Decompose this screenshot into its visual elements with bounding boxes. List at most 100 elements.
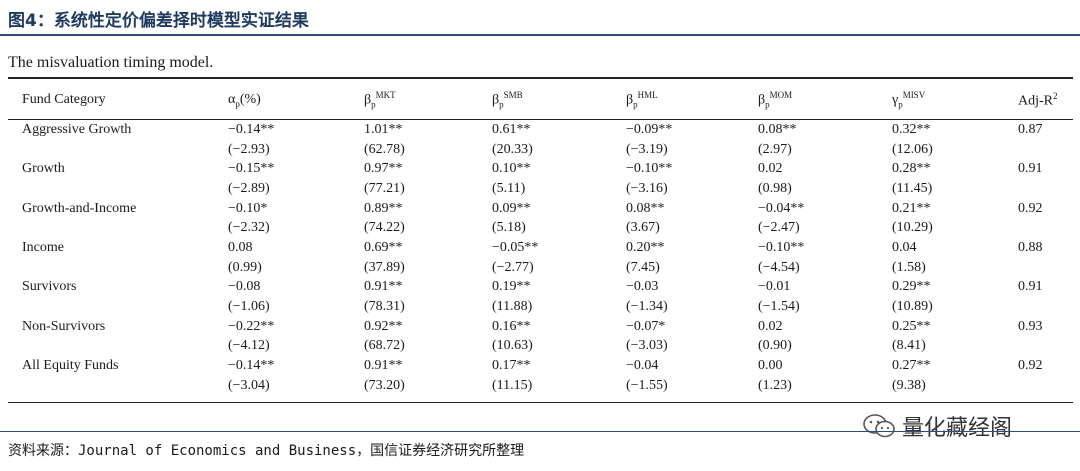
empty-cell (8, 179, 228, 199)
tstat-cell: (62.78) (364, 141, 405, 157)
table-top-rule (8, 77, 1073, 79)
header-rule (8, 119, 1073, 120)
coef-cell: 0.32** (892, 121, 931, 137)
coef-cell: 0.04 (892, 239, 917, 255)
table-row-coef: Income 0.08 0.69** −0.05** 0.20** −0.10** 0.04… (8, 238, 1073, 258)
fund-category-cell: Survivors (22, 279, 77, 295)
tstat-cell: (−4.54) (758, 259, 800, 275)
coef-cell: −0.01 (758, 279, 791, 295)
empty-cell (1018, 179, 1073, 199)
tstat-cell: (68.72) (364, 338, 405, 354)
tstat-cell: (−3.19) (626, 141, 668, 157)
results-table: Fund Category αp(%) βpMKT βpSMB βpHML βp… (8, 80, 1073, 396)
empty-cell (1018, 140, 1073, 160)
fund-category-cell: All Equity Funds (22, 358, 119, 374)
coef-cell: −0.07* (626, 318, 666, 334)
empty-cell (1018, 258, 1073, 278)
tstat-cell: (5.18) (492, 220, 526, 236)
coef-cell: −0.09** (626, 121, 673, 137)
tstat-cell: (−2.32) (228, 220, 270, 236)
coef-cell: −0.04** (758, 200, 805, 216)
coef-cell: 0.91** (364, 279, 403, 295)
tstat-cell: (0.99) (228, 259, 262, 275)
header-gamma-misv: γpMISV (892, 90, 926, 110)
coef-cell: −0.15** (228, 161, 275, 177)
tstat-cell: (−1.55) (626, 377, 668, 393)
coef-cell: 0.19** (492, 279, 531, 295)
tstat-cell: (1.58) (892, 259, 926, 275)
adj-r2-cell: 0.87 (1018, 121, 1043, 137)
coef-cell: −0.10** (626, 161, 673, 177)
tstat-cell: (−1.06) (228, 299, 270, 315)
tstat-cell: (10.63) (492, 338, 533, 354)
adj-r2-cell: 0.88 (1018, 239, 1043, 255)
coef-cell: −0.03 (626, 279, 659, 295)
tstat-cell: (78.31) (364, 299, 405, 315)
coef-cell: 0.89** (364, 200, 403, 216)
coef-cell: −0.10* (228, 200, 268, 216)
tstat-cell: (−2.77) (492, 259, 534, 275)
fund-category-cell: Income (22, 239, 64, 255)
table-row-tstat: (−2.93) (62.78) (20.33) (−3.19) (2.97) (12.06… (8, 140, 1073, 160)
fund-category-cell: Non-Survivors (22, 318, 106, 334)
header-beta-mom: βpMOM (758, 90, 793, 110)
table-row-tstat: (−2.32) (74.22) (5.18) (3.67) (−2.47) (10.29) (8, 218, 1073, 238)
coef-cell: 0.02 (758, 318, 783, 334)
coef-cell: 0.10** (492, 161, 531, 177)
header-row: Fund Category αp(%) βpMKT βpSMB βpHML βp… (8, 80, 1073, 120)
table-row-tstat: (−2.89) (77.21) (5.11) (−3.16) (0.98) (11.45) (8, 179, 1073, 199)
tstat-cell: (10.29) (892, 220, 933, 236)
tstat-cell: (−2.89) (228, 180, 270, 196)
adj-r2-cell: 0.91 (1018, 161, 1043, 177)
coef-cell: 0.69** (364, 239, 403, 255)
table-body: Aggressive Growth −0.14** 1.01** 0.61** −0.0… (8, 120, 1073, 396)
tstat-cell: (3.67) (626, 220, 660, 236)
tstat-cell: (−1.34) (626, 299, 668, 315)
tstat-cell: (11.15) (492, 377, 533, 393)
tstat-cell: (5.11) (492, 180, 526, 196)
tstat-cell: (−2.93) (228, 141, 270, 157)
coef-cell: −0.14** (228, 358, 275, 374)
fund-category-cell: Growth (22, 161, 65, 177)
tstat-cell: (−2.47) (758, 220, 800, 236)
coef-cell: −0.05** (492, 239, 539, 255)
coef-cell: 0.91** (364, 358, 403, 374)
coef-cell: 0.97** (364, 161, 403, 177)
header-beta-smb: βpSMB (492, 90, 523, 110)
coef-cell: 0.00 (758, 358, 783, 374)
empty-cell (8, 140, 228, 160)
coef-cell: 0.08 (228, 239, 253, 255)
coef-cell: 1.01** (364, 121, 403, 137)
coef-cell: 0.92** (364, 318, 403, 334)
header-beta-hml: βpHML (626, 90, 658, 110)
adj-r2-cell: 0.92 (1018, 358, 1043, 374)
source-rule (0, 431, 1080, 432)
coef-cell: 0.61** (492, 121, 531, 137)
coef-cell: −0.04 (626, 358, 659, 374)
table-row-tstat: (−4.12) (68.72) (10.63) (−3.03) (0.90) (8.41) (8, 337, 1073, 357)
header-alpha: αp(%) (228, 91, 261, 109)
tstat-cell: (12.06) (892, 141, 933, 157)
coef-cell: 0.27** (892, 358, 931, 374)
tstat-cell: (77.21) (364, 180, 405, 196)
tstat-cell: (2.97) (758, 141, 792, 157)
coef-cell: 0.28** (892, 161, 931, 177)
tstat-cell: (1.23) (758, 377, 792, 393)
table-row-coef: Aggressive Growth −0.14** 1.01** 0.61** −0.0… (8, 120, 1073, 140)
tstat-cell: (20.33) (492, 141, 533, 157)
empty-cell (8, 218, 228, 238)
table-row-coef: Non-Survivors −0.22** 0.92** 0.16** −0.07* 0.… (8, 317, 1073, 337)
table-caption: The misvaluation timing model. (8, 54, 214, 71)
table-row-coef: Growth −0.15** 0.97** 0.10** −0.10** 0.02 0.28… (8, 159, 1073, 179)
tstat-cell: (8.41) (892, 338, 926, 354)
coef-cell: 0.16** (492, 318, 531, 334)
coef-cell: −0.10** (758, 239, 805, 255)
tstat-cell: (11.88) (492, 299, 533, 315)
tstat-cell: (10.89) (892, 299, 933, 315)
watermark: 量化藏经阁 (862, 410, 1012, 442)
tstat-cell: (−4.12) (228, 338, 270, 354)
coef-cell: 0.25** (892, 318, 931, 334)
coef-cell: 0.08** (626, 200, 665, 216)
wechat-icon (863, 414, 895, 438)
coef-cell: 0.21** (892, 200, 931, 216)
